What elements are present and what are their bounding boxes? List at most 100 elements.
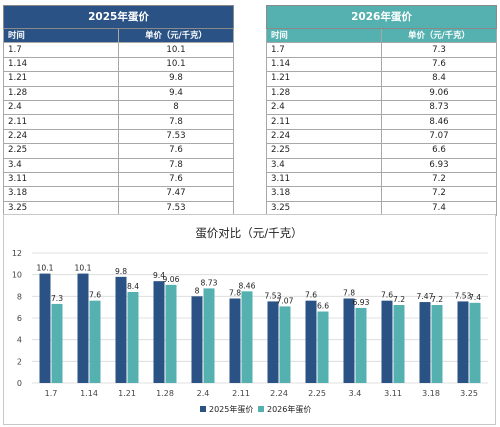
cell-date: 2.4 [3,99,119,116]
x-tick-label: 2.24 [270,389,288,398]
legend-swatch [258,406,264,412]
cell-price: 7.07 [381,128,497,145]
data-label: 7.4 [469,293,481,302]
data-label: 10.1 [37,264,54,273]
cell-price: 6.6 [381,143,497,159]
data-label: 6.6 [317,302,329,311]
table-row: 3.4 7.8 [3,157,234,173]
bar-2025 [457,301,469,383]
bar-2026 [203,288,215,383]
x-tick-label: 1.7 [45,389,58,398]
cell-date: 2.25 [266,143,382,159]
legend-swatch [200,406,206,412]
cell-price: 7.2 [381,171,497,188]
y-tick-label: 0 [17,379,22,388]
table-2025-header-price: 单价（元/千克） [118,27,234,44]
table-row: 1.7 7.3 [266,42,497,58]
table-row: 1.28 9.06 [266,85,497,101]
bar-2026 [431,305,443,383]
bar-2025 [191,296,203,383]
data-label: 7.6 [381,291,393,300]
bar-2026 [393,305,405,383]
bar-2026 [89,300,101,383]
x-tick-label: 3.11 [384,389,402,398]
cell-price: 9.8 [118,71,234,87]
data-label: 10.1 [75,264,92,273]
cell-date: 3.18 [266,186,382,202]
cell-price: 9.06 [381,85,497,101]
data-label: 7.3 [51,294,63,303]
cell-date: 3.11 [266,171,382,188]
cell-date: 2.24 [266,128,382,145]
bar-2025 [381,300,393,383]
table-row: 1.28 9.4 [3,85,234,101]
data-labels: 10.17.310.17.69.88.49.49.0688.737.88.467… [37,264,482,311]
cell-date: 1.21 [3,71,119,87]
cell-price: 7.53 [118,128,234,145]
table-row: 2.11 7.8 [3,114,234,130]
data-label: 8.4 [127,282,139,291]
x-tick-label: 3.18 [422,389,440,398]
table-2025-header-time: 时间 [3,27,119,44]
table-row: 2.25 6.6 [266,143,497,159]
price-comparison-chart: 蛋价对比（元/千克） 0 2 4 6 8 10 12 10.1 7.3 10.1 7.6 9.8 8.… [3,214,496,425]
table-2025-body: 1.7 10.1 1.14 10.1 1.21 9.8 1.28 9.4 2.4 8 2.11 7.8… [3,42,234,217]
legend: 2025年蛋价 2026年蛋价 [200,404,311,414]
table-row: 3.25 7.53 [3,200,234,217]
cell-date: 2.25 [3,143,119,159]
bar-2025 [419,302,431,383]
bar-2026 [127,292,139,383]
y-tick-label: 8 [17,292,22,301]
data-label: 9.4 [153,271,165,280]
cell-price: 7.2 [381,186,497,202]
bar-2025 [77,273,89,383]
cell-price: 10.1 [118,42,234,58]
cell-date: 1.7 [3,42,119,58]
cell-price: 7.47 [118,186,234,202]
data-label: 7.8 [229,289,241,298]
x-tick-label: 3.25 [460,389,478,398]
bar-2025 [305,300,317,383]
table-row: 2.4 8.73 [266,99,497,116]
bar-2026 [51,303,63,383]
table-row: 2.25 7.6 [3,143,234,159]
table-row: 3.25 7.4 [266,200,497,217]
cell-price: 7.8 [118,157,234,173]
cell-price: 7.6 [381,56,497,73]
table-row: 2.11 8.46 [266,114,497,130]
bar-2025 [343,298,355,383]
bar-2026 [241,291,253,383]
bar-2025 [229,298,241,383]
y-tick-label: 6 [17,314,22,323]
cell-date: 3.4 [266,157,382,173]
cell-date: 1.28 [266,85,382,101]
x-axis: 1.7 1.14 1.21 1.28 2.4 2.11 2.24 2.25 3.4 3.11 3.1… [45,389,478,398]
table-row: 1.21 9.8 [3,71,234,87]
table-row: 3.18 7.2 [266,186,497,202]
data-label: 6.93 [353,298,370,307]
data-label: 8.73 [201,278,218,287]
bar-2026 [355,307,367,383]
x-tick-label: 2.11 [232,389,250,398]
cell-date: 3.18 [3,186,119,202]
bar-2026 [317,311,329,383]
cell-price: 8.73 [381,99,497,116]
cell-price: 10.1 [118,56,234,73]
cell-price: 7.6 [118,171,234,188]
legend-label: 2025年蛋价 [209,404,253,414]
chart-title: 蛋价对比（元/千克） [195,226,302,240]
table-row: 2.24 7.07 [266,128,497,145]
x-tick-label: 3.4 [349,389,362,398]
data-label: 7.07 [277,296,294,305]
x-tick-label: 1.28 [156,389,174,398]
cell-date: 1.21 [266,71,382,87]
bar-2025 [39,273,51,383]
table-row: 1.21 8.4 [266,71,497,87]
cell-date: 1.14 [3,56,119,73]
data-label: 8.46 [239,281,256,290]
table-2026-header-time: 时间 [266,27,382,44]
cell-date: 3.11 [3,171,119,188]
x-tick-label: 1.14 [80,389,98,398]
data-label: 7.6 [305,291,317,300]
